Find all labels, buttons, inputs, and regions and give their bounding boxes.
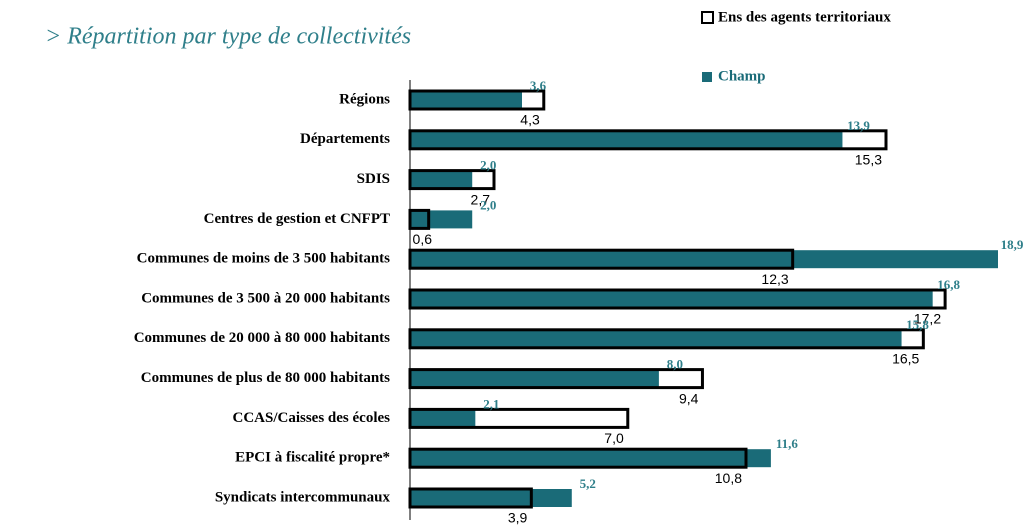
value-label: 2,0	[480, 158, 496, 173]
bar	[410, 250, 998, 269]
category-label: Communes de 20 000 à 80 000 habitants	[134, 330, 390, 346]
bar-outline	[408, 368, 704, 390]
bar	[410, 329, 902, 348]
value-label: 16,8	[937, 277, 960, 292]
category-label: SDIS	[357, 171, 390, 187]
category-label: Centres de gestion et CNFPT	[204, 211, 390, 227]
legend-swatch	[702, 72, 712, 82]
bar-outline	[408, 208, 431, 230]
bar	[410, 449, 771, 468]
value-label: 5,2	[580, 476, 596, 491]
value-label: 17,2	[914, 311, 941, 327]
category-label: Communes de plus de 80 000 habitants	[141, 370, 390, 386]
value-label: 0,6	[413, 231, 433, 247]
legend-swatch	[701, 11, 714, 24]
category-label: Communes de 3 500 à 20 000 habitants	[141, 290, 390, 306]
value-label: 2,7	[471, 191, 491, 207]
value-label: 3,6	[530, 78, 547, 93]
value-label: 18,9	[1001, 237, 1024, 252]
legend-label: Ens des agents territoriaux	[718, 9, 891, 25]
value-label: 15,3	[855, 152, 882, 168]
value-label: 3,9	[508, 510, 528, 526]
bar-outline	[408, 248, 795, 270]
category-label: CCAS/Caisses des écoles	[233, 410, 391, 426]
value-label: 10,8	[715, 470, 742, 486]
value-label: 2,1	[483, 396, 499, 411]
chart-title: > Répartition par type de collectivités	[45, 24, 411, 50]
value-label: 7,0	[604, 430, 624, 446]
bar	[410, 290, 933, 308]
bar	[410, 170, 473, 189]
bar	[410, 130, 843, 149]
value-label: 11,6	[776, 436, 799, 451]
bar-outline	[408, 288, 947, 310]
bar	[410, 210, 473, 229]
bar-outline	[408, 169, 496, 191]
legend-label: Champ	[718, 68, 766, 84]
category-label: Régions	[339, 91, 390, 107]
value-label: 15,8	[906, 317, 929, 332]
category-label: Communes de moins de 3 500 habitants	[137, 251, 391, 267]
value-label: 2,0	[480, 197, 496, 212]
value-label: 12,3	[761, 271, 788, 287]
bar-outline	[408, 487, 533, 509]
bar-outline	[408, 447, 748, 469]
bar-outline	[408, 407, 630, 429]
bar	[410, 91, 522, 109]
category-label: Syndicats intercommunaux	[215, 489, 391, 505]
category-label: Départements	[300, 131, 390, 147]
value-label: 4,3	[520, 112, 540, 128]
bar	[410, 369, 659, 388]
bar-outline	[408, 89, 546, 111]
bar	[410, 489, 572, 507]
bar-outline	[408, 328, 925, 350]
value-label: 16,5	[892, 351, 919, 367]
bar	[410, 409, 476, 428]
value-label: 9,4	[679, 390, 699, 406]
category-label: EPCI à fiscalité propre*	[235, 450, 390, 466]
bar-outline	[408, 129, 888, 151]
value-label: 13,9	[847, 118, 870, 133]
value-label: 8,0	[667, 357, 683, 372]
